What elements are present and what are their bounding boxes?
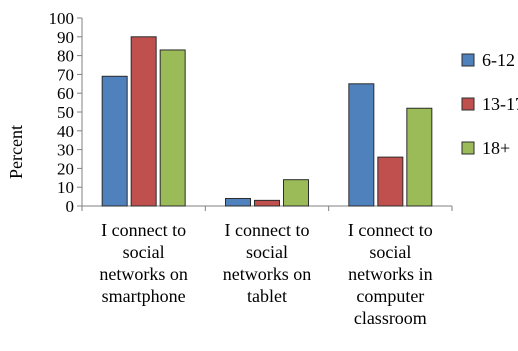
category-label-line: tablet xyxy=(247,286,287,306)
y-tick-label: 30 xyxy=(57,141,74,160)
y-tick-label: 50 xyxy=(57,103,74,122)
bar-6-12-1 xyxy=(225,197,251,207)
bar-6-12-2 xyxy=(348,83,375,207)
category-label-line: computer xyxy=(356,286,424,306)
category-label-line: social xyxy=(369,242,411,262)
y-tick-label: 70 xyxy=(57,65,74,84)
bar-18+-1 xyxy=(283,179,309,207)
bar-6-12-0 xyxy=(101,75,128,207)
category-label-line: I connect to xyxy=(225,220,310,240)
y-tick-label: 90 xyxy=(57,28,74,47)
legend-swatch xyxy=(461,53,475,67)
y-tick-label: 10 xyxy=(57,178,74,197)
legend-label: 18+ xyxy=(482,138,510,158)
category-label-line: networks in xyxy=(348,264,433,284)
y-tick-label: 20 xyxy=(57,159,74,178)
category-label: I connect to social networks in computer cla… xyxy=(348,220,433,328)
category-label-line: networks on xyxy=(223,264,312,284)
bar-18+-2 xyxy=(406,107,433,207)
legend-label: 6-12 xyxy=(482,50,515,70)
category-label-line: I connect to xyxy=(348,220,433,240)
y-tick-label: 60 xyxy=(57,84,74,103)
category-label-line: smartphone xyxy=(102,286,186,306)
bar-13-17-1 xyxy=(254,199,280,207)
legend-swatch xyxy=(461,141,475,155)
y-tick-label: 80 xyxy=(57,47,74,66)
category-label-line: social xyxy=(246,242,288,262)
legend: 6-12 13-17 18+ xyxy=(461,50,518,158)
category-labels: I connect to social networks on smartphoneI… xyxy=(99,220,432,328)
category-label-line: networks on xyxy=(99,264,188,284)
y-tick-label: 0 xyxy=(66,197,75,216)
category-label: I connect to social networks on tablet xyxy=(223,220,312,306)
y-axis-label: Percent xyxy=(6,125,26,179)
legend-swatch xyxy=(461,97,475,111)
y-tick-label: 40 xyxy=(57,122,74,141)
category-label-line: classroom xyxy=(354,308,427,328)
bar-13-17-2 xyxy=(377,156,404,207)
category-label: I connect to social networks on smartphone xyxy=(99,220,188,306)
legend-label: 13-17 xyxy=(482,94,518,114)
category-label-line: social xyxy=(123,242,165,262)
category-label-line: I connect to xyxy=(101,220,186,240)
y-tick-label: 100 xyxy=(49,9,75,28)
bars xyxy=(101,36,433,207)
bar-13-17-0 xyxy=(130,36,157,207)
bar-18+-0 xyxy=(159,49,186,207)
